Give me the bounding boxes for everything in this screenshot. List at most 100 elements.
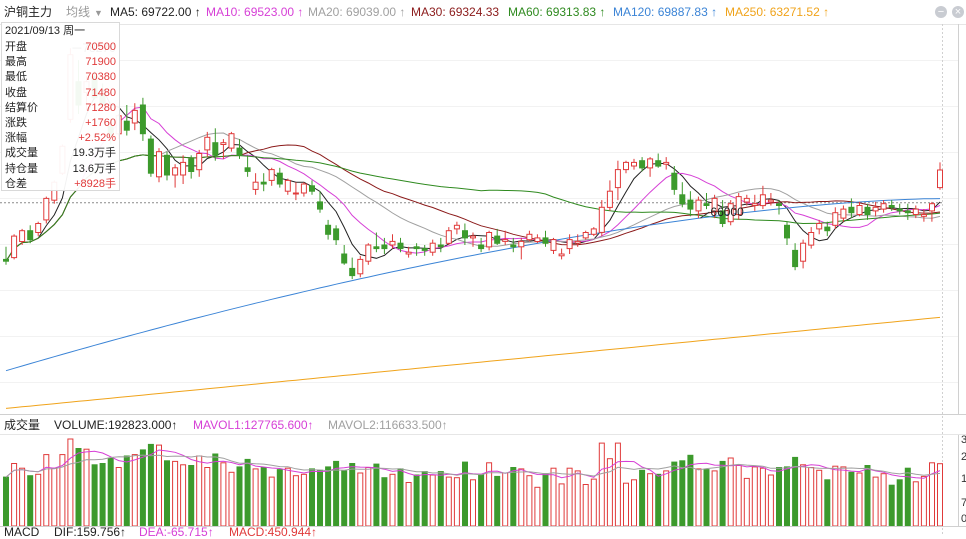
volume-bar	[784, 466, 790, 527]
volume-bar	[333, 460, 340, 527]
candle-body	[228, 133, 235, 149]
dif-label: DIF:159.756↑	[54, 525, 127, 539]
volume-bar	[735, 465, 742, 527]
macd-header-bar: MACD DIF:159.756↑ DEA:-65.715↑ MACD:450.…	[0, 526, 966, 538]
candle-body	[188, 158, 195, 172]
candle-body	[663, 161, 670, 165]
candle-body	[381, 244, 388, 250]
volume-bar	[413, 474, 420, 527]
volume-bar	[421, 471, 428, 527]
volume-bar	[19, 467, 26, 527]
candle-body	[574, 240, 581, 244]
info-row: 结算价 71280	[4, 101, 116, 116]
candle-body	[445, 230, 452, 244]
volume-title[interactable]: 成交量	[4, 418, 41, 432]
volume-bar	[196, 455, 203, 527]
volume-bar	[131, 454, 138, 527]
volume-bar	[671, 461, 678, 527]
volume-bar	[99, 463, 106, 527]
candle-body	[349, 267, 356, 277]
volume-bar	[236, 466, 243, 527]
candle-body	[429, 242, 436, 253]
candle-body	[43, 197, 50, 221]
info-row: 收盘 71480	[4, 86, 116, 101]
ma5-label: MA5: 69722.00 ↑	[110, 5, 201, 19]
minus-circle-icon[interactable]: −	[935, 6, 947, 18]
ma30-label: MA30: 69324.33	[411, 5, 500, 19]
volume-bar	[268, 476, 275, 527]
volume-bar	[292, 475, 299, 527]
volume-bar	[937, 463, 943, 527]
symbol-label[interactable]: 沪铜主力	[4, 5, 53, 19]
info-value: 70380	[85, 71, 116, 84]
volume-bar	[405, 482, 412, 527]
candle-body	[800, 242, 807, 262]
candle-body	[727, 203, 734, 223]
mode-dropdown[interactable]: 均线 ▼	[66, 0, 103, 25]
volume-bar	[856, 472, 863, 527]
candle-body	[542, 237, 549, 244]
candle-body	[333, 228, 340, 241]
volume-bar	[896, 479, 903, 527]
mavol2-label: MAVOL2:116633.500↑	[328, 418, 448, 432]
candle-body	[252, 181, 259, 190]
volume-bar	[27, 475, 34, 527]
close-circle-icon[interactable]: ×	[952, 6, 964, 18]
candle-body	[534, 237, 541, 242]
candle-body	[743, 197, 750, 203]
volume-bar	[123, 455, 130, 527]
volume-bar	[180, 464, 187, 527]
info-label: 开盘	[5, 41, 27, 53]
candle-body	[929, 203, 935, 212]
volume-bar	[912, 481, 919, 527]
candle-body	[413, 246, 420, 250]
volume-bar	[453, 477, 460, 527]
candle-body	[27, 230, 34, 241]
candle-body	[437, 244, 444, 248]
volume-bar	[389, 473, 396, 527]
candle-body	[502, 239, 509, 242]
volume-bar	[920, 475, 927, 527]
volume-bar	[11, 463, 18, 527]
volume-ma-lines	[5, 449, 941, 479]
candle-body	[244, 167, 251, 172]
candle-body	[832, 212, 839, 226]
volume-bar	[719, 460, 726, 527]
volume-bar	[663, 470, 670, 527]
macd-title[interactable]: MACD	[4, 525, 40, 539]
volume-bar	[51, 467, 58, 527]
candle-body	[373, 246, 380, 250]
candle-body	[156, 151, 162, 178]
volume-bar	[872, 476, 879, 527]
volume-bar	[357, 472, 364, 527]
volume-value-label: VOLUME:192823.000↑	[54, 418, 178, 432]
mavol2-line	[5, 454, 941, 478]
candle-body	[276, 172, 283, 185]
volume-bar	[848, 471, 855, 527]
candle-body	[759, 194, 766, 207]
candle-body	[824, 226, 831, 232]
candle-body	[19, 230, 26, 242]
info-row: 开盘 70500	[4, 40, 116, 55]
volume-bar	[188, 465, 195, 527]
volume-bar	[888, 484, 895, 527]
candle-body	[808, 232, 815, 246]
volume-bar	[550, 467, 557, 527]
volume-bar	[276, 469, 283, 527]
volume-bar	[929, 462, 935, 527]
candle-body	[550, 239, 557, 251]
candle-body	[582, 232, 589, 239]
mode-label: 均线	[66, 5, 91, 19]
candle-body	[606, 190, 613, 208]
volume-bar	[147, 443, 154, 527]
annotation-pointer	[700, 211, 710, 219]
info-value: 71280	[85, 101, 116, 114]
candle-body	[784, 224, 790, 239]
info-value: 71480	[85, 86, 116, 99]
info-value: +2.52%	[78, 132, 116, 145]
volume-header-bar: 成交量 VOLUME:192823.000↑ MAVOL1:127765.600…	[0, 415, 966, 435]
ma-header-bar: 沪铜主力 均线 ▼ MA5: 69722.00 ↑ MA10: 69523.00 …	[0, 0, 966, 24]
info-label: 涨幅	[5, 132, 27, 145]
macd-value-label: MACD:450.944↑	[229, 525, 318, 539]
volume-bar	[655, 473, 662, 527]
